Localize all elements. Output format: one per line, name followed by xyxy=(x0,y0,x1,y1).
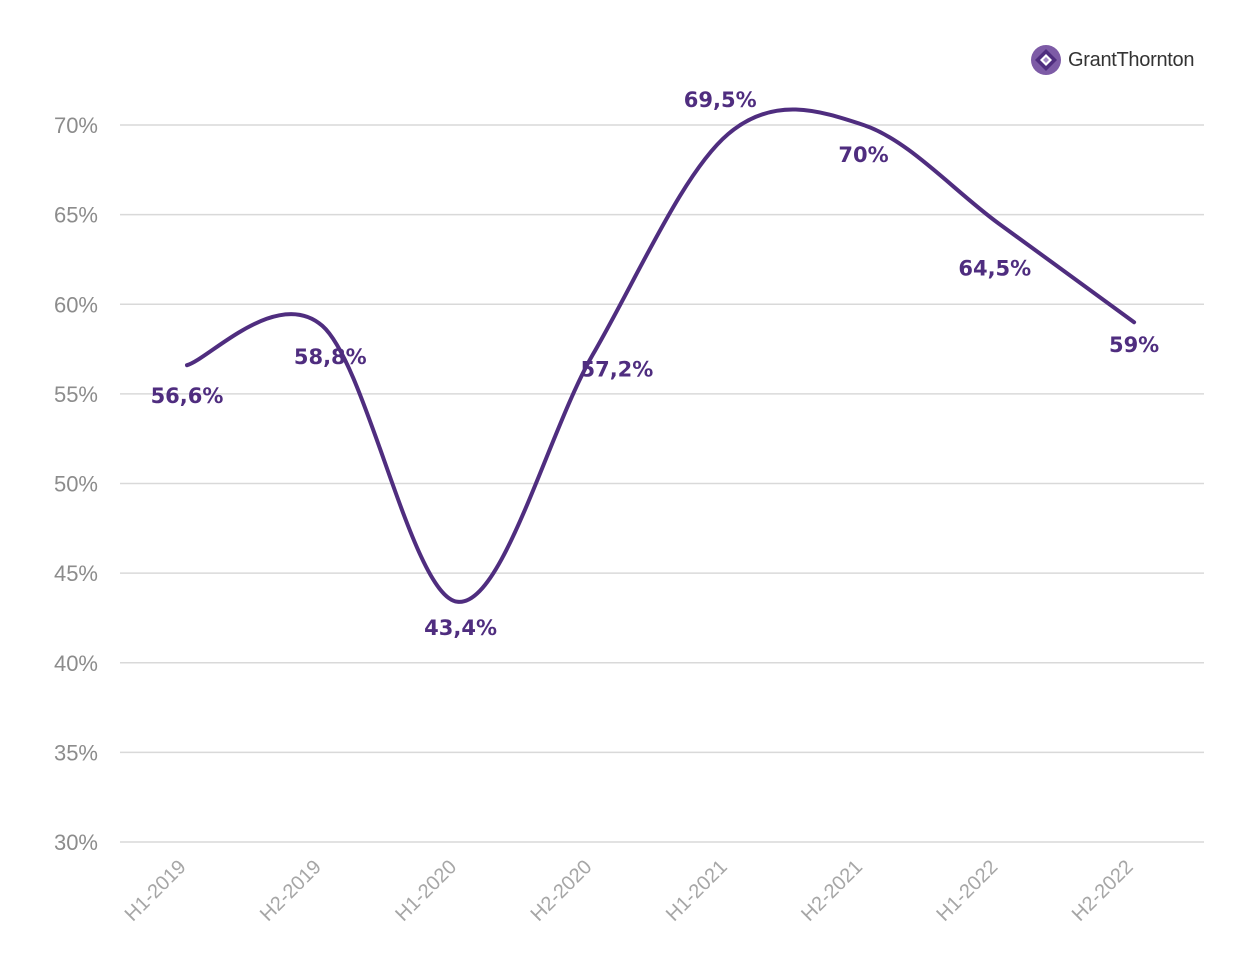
x-tick-label: H1-2022 xyxy=(933,856,1003,926)
y-tick-label: 70% xyxy=(54,113,98,138)
data-label: 70% xyxy=(838,143,888,167)
data-label: 59% xyxy=(1109,333,1159,357)
data-label: 69,5% xyxy=(684,88,757,112)
x-tick-label: H2-2022 xyxy=(1068,856,1138,926)
x-axis-ticks: H1-2019 H2-2019 H1-2020 H2-2020 H1-2021 H2-20… xyxy=(121,856,1138,926)
y-tick-label: 50% xyxy=(54,472,98,497)
y-tick-label: 55% xyxy=(54,382,98,407)
series-group xyxy=(185,107,1137,604)
y-tick-label: 65% xyxy=(54,203,98,228)
data-label: 56,6% xyxy=(151,384,224,408)
data-label: 58,8% xyxy=(294,345,367,369)
x-tick-label: H1-2019 xyxy=(121,856,191,926)
y-tick-label: 40% xyxy=(54,651,98,676)
x-tick-label: H2-2019 xyxy=(256,856,326,926)
data-label: 57,2% xyxy=(580,357,653,381)
brand-logo: GrantThornton xyxy=(1030,44,1194,76)
grant-thornton-logo-icon xyxy=(1031,45,1061,75)
y-tick-label: 35% xyxy=(54,740,98,765)
y-tick-label: 45% xyxy=(54,561,98,586)
series-line xyxy=(185,107,1137,604)
data-labels: 56,6% 58,8% 43,4% 57,2% 69,5% 70% 64,5% 59% xyxy=(151,88,1160,640)
data-label: 43,4% xyxy=(424,616,497,640)
x-tick-label: H1-2020 xyxy=(391,856,461,926)
brand-name: GrantThornton xyxy=(1068,48,1195,71)
y-tick-label: 30% xyxy=(54,830,98,855)
x-tick-label: H2-2020 xyxy=(527,856,597,926)
x-tick-label: H2-2021 xyxy=(797,856,867,926)
y-axis-ticks: 30% 35% 40% 45% 50% 55% 60% 65% 70% xyxy=(54,113,98,855)
x-tick-label: H1-2021 xyxy=(662,856,732,926)
data-label: 64,5% xyxy=(958,257,1031,281)
y-tick-label: 60% xyxy=(54,292,98,317)
gridlines xyxy=(120,124,1204,843)
